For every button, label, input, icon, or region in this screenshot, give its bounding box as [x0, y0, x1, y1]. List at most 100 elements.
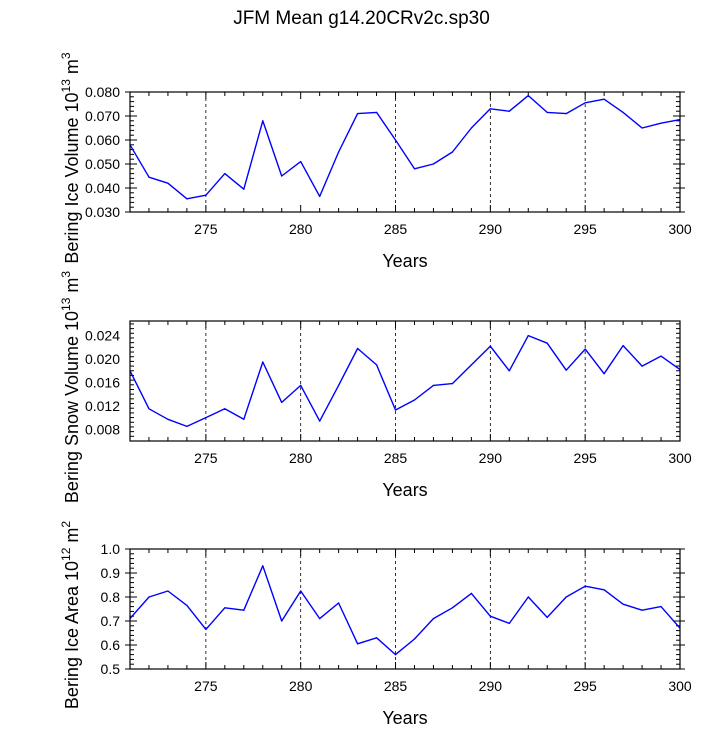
data-point [489, 615, 491, 617]
y-tick-label: 0.040 [85, 180, 120, 196]
data-point [319, 420, 321, 422]
data-point [489, 345, 491, 347]
data-point [508, 370, 510, 372]
data-point [584, 348, 586, 350]
data-point [338, 602, 340, 604]
y-tick-label: 0.020 [85, 351, 120, 367]
data-point [413, 168, 416, 170]
data-point [148, 408, 150, 410]
data-line [129, 334, 681, 428]
x-tick-label: 275 [194, 678, 218, 694]
data-point [205, 628, 207, 631]
x-tick-label: 280 [289, 221, 313, 237]
data-point [622, 603, 624, 605]
data-point [186, 425, 188, 427]
data-point [224, 173, 226, 175]
data-point [451, 383, 454, 385]
y-tick-label: 0.012 [85, 398, 120, 414]
x-tick-label: 285 [384, 221, 408, 237]
x-tick-label: 275 [194, 221, 218, 237]
data-point [432, 384, 435, 386]
y-tick-label: 0.5 [101, 661, 121, 677]
y-tick-label: 0.8 [101, 589, 121, 605]
data-point [660, 355, 662, 357]
data-point [584, 102, 586, 104]
data-point [546, 111, 548, 113]
data-point [603, 373, 605, 375]
data-point [375, 637, 378, 639]
y-tick-label: 0.9 [101, 565, 121, 581]
data-point [660, 122, 662, 124]
data-point [546, 616, 548, 619]
data-point [262, 565, 264, 567]
data-point [451, 151, 454, 153]
data-point [243, 609, 245, 611]
x-axis-label: Years [382, 251, 427, 271]
y-tick-label: 0.6 [101, 637, 121, 653]
data-point [641, 127, 643, 129]
data-point [394, 654, 397, 656]
data-point [262, 120, 264, 122]
data-point [451, 607, 454, 609]
data-point [300, 590, 302, 592]
data-point [338, 384, 340, 386]
y-tick-label: 0.050 [85, 156, 120, 172]
data-point [603, 589, 605, 591]
data-point [205, 416, 207, 419]
y-tick-label: 0.070 [85, 108, 120, 124]
x-axis-label: Years [382, 480, 427, 500]
data-point [356, 347, 359, 350]
data-point [508, 622, 510, 625]
y-tick-label: 0.016 [85, 374, 120, 390]
data-point [489, 108, 491, 110]
plot-frame [129, 91, 681, 213]
x-tick-label: 300 [668, 678, 692, 694]
data-point [224, 607, 226, 609]
data-point [546, 342, 548, 344]
y-tick-label: 0.7 [101, 613, 121, 629]
data-point [224, 408, 226, 410]
data-point [470, 592, 472, 595]
figure-title: JFM Mean g14.20CRv2c.sp30 [233, 8, 490, 29]
data-point [413, 638, 416, 640]
data-point [641, 609, 643, 611]
data-line [129, 94, 681, 200]
data-point [375, 364, 378, 366]
y-tick-label: 0.008 [85, 421, 120, 437]
data-point [413, 399, 416, 401]
data-point [565, 596, 567, 598]
y-axis-label: Bering Ice Area 1012 m2 [59, 521, 82, 709]
data-point [470, 364, 472, 366]
plot-frame [129, 548, 681, 670]
data-point [300, 384, 302, 386]
x-tick-label: 285 [384, 450, 408, 466]
data-point [338, 151, 340, 153]
y-tick-label: 0.060 [85, 132, 120, 148]
x-tick-label: 300 [668, 221, 692, 237]
data-point [470, 127, 472, 129]
data-point [167, 418, 169, 420]
data-point [186, 198, 188, 200]
panel-2: 275 280 285 290 295 300 0.008 0.012 0.016 0.020 0.… [59, 271, 692, 503]
data-point [167, 182, 169, 184]
data-point [394, 409, 397, 411]
x-tick-label: 275 [194, 450, 218, 466]
data-point [356, 643, 359, 645]
x-tick-label: 295 [573, 678, 597, 694]
data-point [186, 604, 188, 607]
data-point [243, 418, 245, 420]
data-point [300, 161, 302, 163]
y-tick-label: 1.0 [101, 541, 121, 557]
y-axis-label: Bering Ice Volume 1013 m3 [59, 52, 82, 263]
data-point [319, 618, 321, 620]
x-axis-label: Years [382, 708, 427, 728]
data-point [565, 113, 567, 115]
data-point [148, 596, 150, 598]
data-point [603, 98, 605, 100]
x-tick-label: 285 [384, 678, 408, 694]
x-tick-label: 290 [479, 221, 503, 237]
data-point [148, 176, 150, 178]
y-tick-label: 0.030 [85, 204, 120, 220]
data-point [394, 139, 397, 141]
